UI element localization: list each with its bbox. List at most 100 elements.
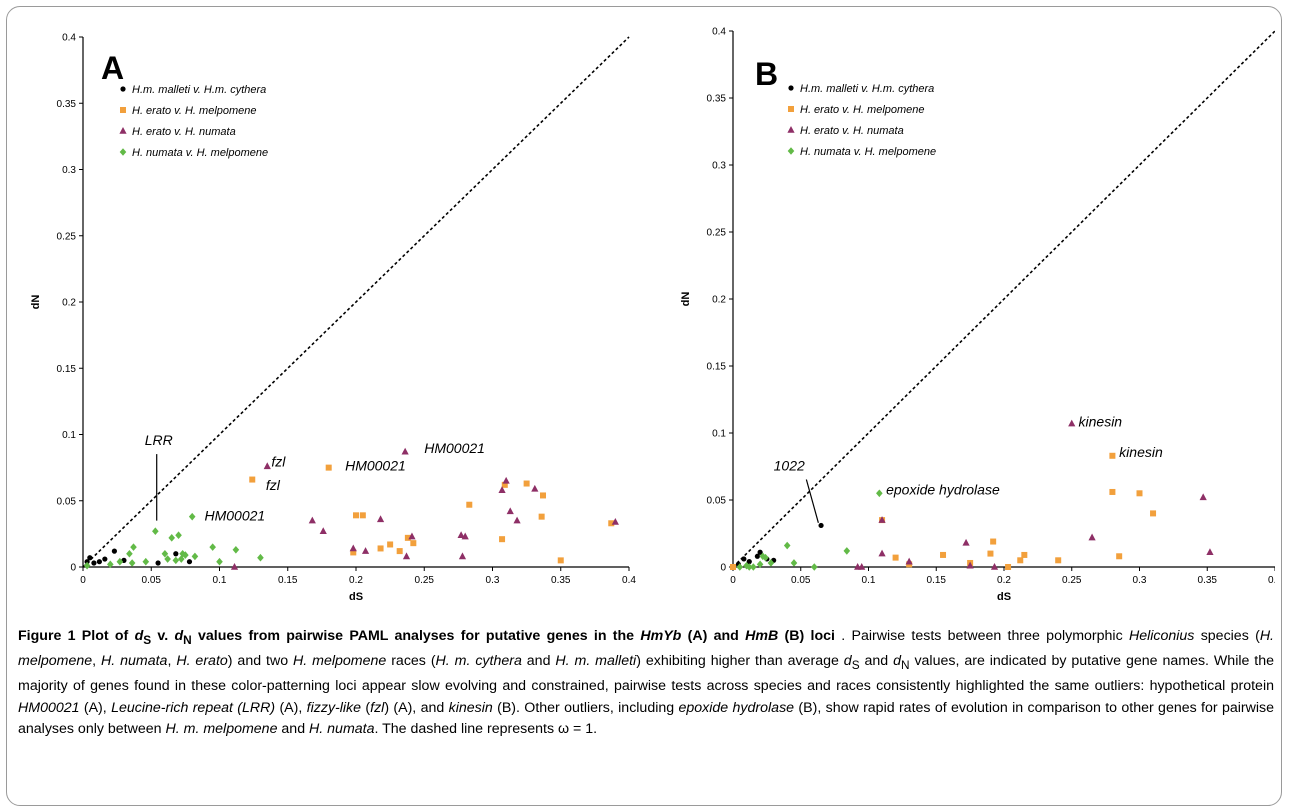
caption-species: H. numata xyxy=(309,721,375,738)
legend: H.m. malleti v. H.m. cythera H. erato v. … xyxy=(119,84,268,159)
data-point xyxy=(168,534,176,542)
data-point xyxy=(404,534,411,541)
series-square xyxy=(249,464,615,564)
caption-text: (A) and xyxy=(681,628,746,644)
data-point xyxy=(501,481,508,488)
data-point xyxy=(767,559,775,567)
y-tick-label: 0.15 xyxy=(57,364,77,375)
y-tick-label: 0.4 xyxy=(712,27,726,38)
data-point xyxy=(325,464,332,471)
data-point xyxy=(408,532,416,540)
x-tick-label: 0.2 xyxy=(349,575,363,586)
data-point xyxy=(107,560,114,569)
annotation-label: kinesin xyxy=(1119,444,1163,460)
data-point xyxy=(458,552,467,560)
data-point xyxy=(878,549,886,557)
caption-locus: HmB xyxy=(745,628,779,644)
data-point xyxy=(308,516,316,524)
x-tick-label: 0.05 xyxy=(142,575,162,586)
caption-text: and xyxy=(859,653,894,670)
data-point xyxy=(263,462,271,470)
data-point xyxy=(746,559,752,565)
data-point xyxy=(990,563,999,570)
annotation-label: kinesin xyxy=(1079,413,1123,429)
y-tick-label: 0.2 xyxy=(62,298,76,309)
panel-label: B xyxy=(755,56,778,92)
x-tick-label: 0.15 xyxy=(278,575,298,586)
y-tick-label: 0 xyxy=(70,563,76,574)
legend-marker xyxy=(120,107,126,113)
caption-genus: Heliconius xyxy=(1128,628,1195,644)
data-point xyxy=(126,549,133,558)
data-point xyxy=(1199,493,1207,501)
data-point xyxy=(1005,564,1012,570)
x-tick-label: 0.35 xyxy=(1198,575,1218,586)
data-point xyxy=(940,551,947,558)
caption-var: d xyxy=(134,628,144,644)
data-point xyxy=(1109,452,1116,459)
data-point xyxy=(876,489,883,498)
data-point xyxy=(878,516,886,523)
series-circle xyxy=(735,522,824,567)
x-tick-label: 0.3 xyxy=(486,575,500,586)
caption-lead: Figure 1 Plot of dS v. dN values from pa… xyxy=(18,628,841,647)
y-tick-label: 0.05 xyxy=(707,496,727,507)
data-point xyxy=(457,531,465,538)
y-tick-label: 0.2 xyxy=(712,295,726,306)
caption-text: . Pairwise tests between three polymorph… xyxy=(841,628,1129,644)
y-tick-label: 0 xyxy=(720,563,726,574)
series-circle xyxy=(84,548,193,566)
data-point xyxy=(858,563,866,570)
data-point xyxy=(506,507,514,515)
caption-text: ( xyxy=(361,699,371,716)
data-point xyxy=(962,538,970,546)
data-point xyxy=(499,536,506,543)
data-point xyxy=(319,527,327,535)
data-point xyxy=(745,563,753,571)
data-point xyxy=(230,563,239,570)
data-point xyxy=(608,520,615,527)
caption-text: species ( xyxy=(1194,628,1260,644)
data-point xyxy=(611,517,619,525)
omega-one-line xyxy=(82,36,630,568)
caption-text: (B). Other outliers, including xyxy=(492,699,679,716)
data-point xyxy=(164,555,171,563)
data-point xyxy=(152,527,159,536)
caption-text: Figure 1 Plot of xyxy=(18,628,135,644)
caption-text: values, are indicated by putative gene n… xyxy=(18,653,1275,695)
omega-one-line xyxy=(732,30,1275,568)
data-point xyxy=(232,545,240,554)
legend-entry: H. erato v. H. melpomene xyxy=(132,105,257,117)
data-point xyxy=(790,559,798,567)
data-point xyxy=(249,476,256,483)
y-tick-label: 0.35 xyxy=(707,94,727,105)
x-tick-label: 0 xyxy=(730,575,736,586)
data-point xyxy=(173,551,179,557)
data-point xyxy=(892,554,899,561)
data-point xyxy=(754,553,760,559)
y-tick-label: 0.25 xyxy=(707,228,727,239)
caption-sub: N xyxy=(900,658,910,673)
data-point xyxy=(175,531,182,539)
data-point xyxy=(209,543,216,551)
caption-text: (A), xyxy=(79,699,112,716)
x-tick-label: 0.25 xyxy=(415,575,435,586)
x-tick-label: 0.05 xyxy=(791,575,811,586)
data-point xyxy=(531,484,539,492)
data-point xyxy=(402,552,411,560)
data-point xyxy=(461,532,469,540)
x-tick-label: 0.35 xyxy=(551,575,571,586)
caption-gene: kinesin xyxy=(448,699,493,716)
caption-species: H. numata xyxy=(101,653,168,670)
y-tick-label: 0.3 xyxy=(62,165,76,176)
caption-gene: HM00021 xyxy=(18,699,80,716)
data-point xyxy=(756,560,764,569)
data-point xyxy=(502,476,510,484)
caption-var: d xyxy=(893,653,901,670)
data-point xyxy=(540,492,547,499)
legend: H.m. malleti v. H.m. cythera H. erato v. … xyxy=(787,83,936,158)
caption-sub: S xyxy=(143,632,152,647)
caption-text: , xyxy=(167,653,177,670)
legend-entry: H.m. malleti v. H.m. cythera xyxy=(800,83,934,95)
data-point xyxy=(1136,490,1143,497)
